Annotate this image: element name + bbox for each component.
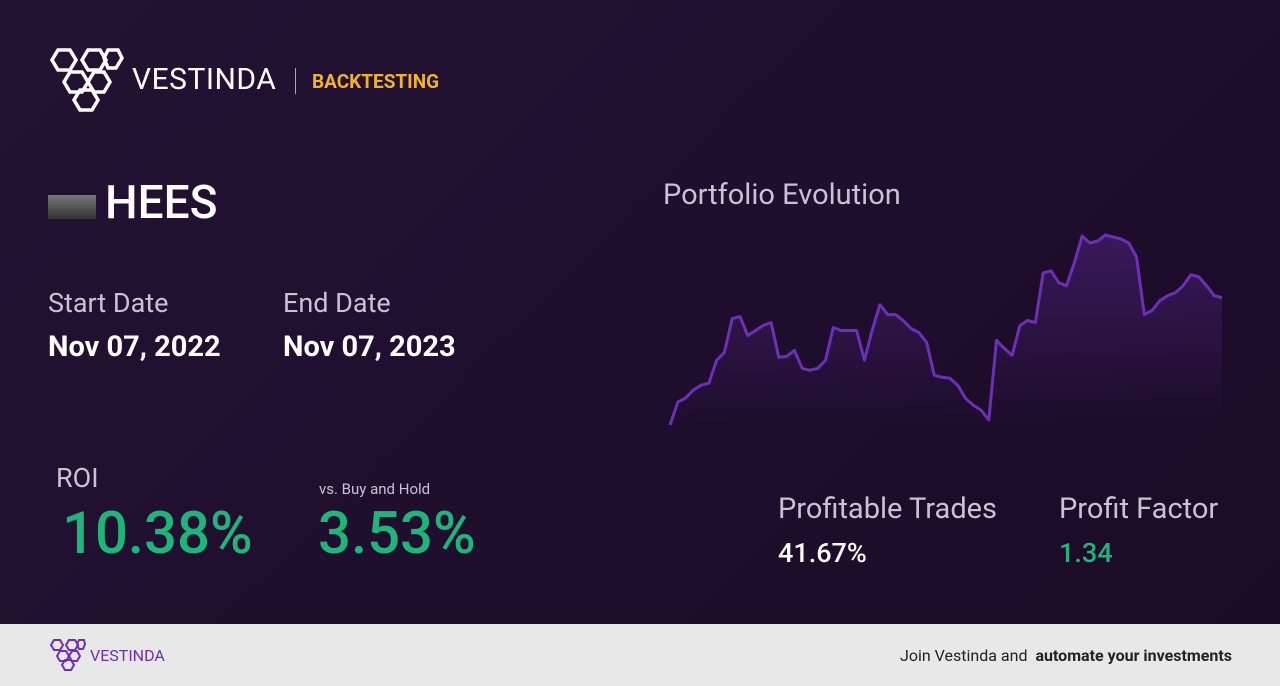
chart-title: Portfolio Evolution	[663, 178, 901, 212]
value: 1.34	[1059, 537, 1113, 569]
divider	[295, 68, 296, 94]
footer: VESTINDA Join Vestinda and automate your…	[0, 624, 1280, 686]
cta: Join Vestinda and automate your investme…	[900, 646, 1232, 665]
label: End Date	[283, 287, 391, 319]
footer-logo	[49, 639, 86, 671]
cta-prefix: Join Vestinda and	[900, 646, 1028, 665]
roi-value: 10.38%	[62, 500, 253, 568]
ticker-logo	[48, 195, 96, 219]
section: BACKTESTING	[312, 70, 440, 93]
footer-brand: VESTINDA	[90, 646, 165, 665]
value: 41.67%	[778, 537, 867, 569]
value: Nov 07, 2023	[283, 330, 456, 364]
cta-bold: automate your investments	[1035, 646, 1232, 665]
chart	[668, 233, 1223, 426]
label: Profit Factor	[1059, 492, 1219, 526]
brand: VESTINDA	[132, 62, 277, 97]
compare-value: 3.53%	[318, 500, 476, 568]
ticker: HEES	[105, 176, 218, 230]
value: Nov 07, 2022	[48, 330, 221, 364]
label: Start Date	[48, 287, 169, 319]
logo	[49, 48, 124, 112]
label: Profitable Trades	[778, 492, 998, 526]
label: ROI	[56, 462, 99, 494]
label: vs. Buy and Hold	[319, 480, 431, 498]
area	[670, 235, 1222, 425]
line	[668, 233, 1223, 426]
